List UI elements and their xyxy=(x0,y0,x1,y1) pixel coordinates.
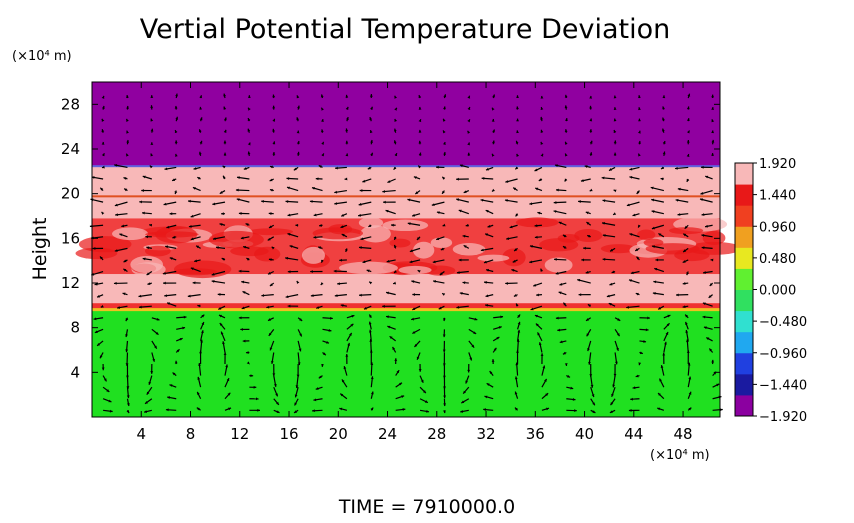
band-mottle xyxy=(646,243,700,254)
band-mottle xyxy=(539,238,578,251)
colorbar-tick-label: 0.960 xyxy=(759,220,796,235)
band-mottle xyxy=(453,243,486,255)
y-tick-label: 16 xyxy=(61,229,80,247)
colorbar-tick-label: 1.440 xyxy=(759,189,796,204)
y-unit-label: (×10⁴ m) xyxy=(12,49,72,64)
band-mottle xyxy=(478,255,510,262)
x-tick-label: 24 xyxy=(378,425,397,443)
colorbar-swatch xyxy=(735,332,753,354)
colorbar-swatch xyxy=(735,184,753,206)
x-unit-label: (×10⁴ m) xyxy=(650,448,710,463)
colorbar-swatch xyxy=(735,205,753,227)
band-mottle xyxy=(339,262,398,275)
band-edge-red xyxy=(92,195,720,197)
colorbar-swatch xyxy=(735,290,753,312)
colorbar: 1.920 1.440 0.960 0.480 0.000 −0.480 −0.960 −1.… xyxy=(735,157,807,425)
band-mottle xyxy=(399,266,432,274)
colorbar-tick-label: −0.960 xyxy=(759,347,807,362)
colorbar-tick-label: −1.440 xyxy=(759,378,807,393)
colorbar-swatch xyxy=(735,311,753,333)
y-tick-label: 28 xyxy=(61,95,80,113)
x-tick-label: 44 xyxy=(624,425,643,443)
x-tick-label: 20 xyxy=(329,425,348,443)
region-band-0 xyxy=(92,310,720,417)
x-tick-label: 12 xyxy=(230,425,249,443)
y-tick-label: 24 xyxy=(61,140,80,158)
time-label: TIME = 7910000.0 xyxy=(338,496,515,518)
x-tick-label: 16 xyxy=(279,425,298,443)
x-tick-label: 28 xyxy=(427,425,446,443)
band-mottle xyxy=(431,237,452,248)
colorbar-tick-label: −0.480 xyxy=(759,315,807,330)
band-mottle xyxy=(637,230,655,240)
band-mottle xyxy=(209,231,264,248)
x-tick-label: 8 xyxy=(186,425,196,443)
colorbar-swatch xyxy=(735,374,753,396)
region-band-2 xyxy=(92,274,720,303)
x-tick-label: 48 xyxy=(674,425,693,443)
colorbar-swatch xyxy=(735,268,753,290)
band-mottle xyxy=(155,226,197,244)
colorbar-tick-label: −1.920 xyxy=(759,410,807,425)
x-tick-label: 36 xyxy=(526,425,545,443)
colorbar-tick-label: 1.920 xyxy=(759,157,796,172)
band-mottle xyxy=(112,227,148,240)
band-mottle xyxy=(382,220,428,232)
x-tick-label: 4 xyxy=(136,425,146,443)
colorbar-tick-label: 0.480 xyxy=(759,252,796,267)
colorbar-swatch xyxy=(735,353,753,375)
y-tick-label: 8 xyxy=(70,319,80,337)
region-band-5 xyxy=(92,82,720,166)
band-mottle xyxy=(254,247,280,262)
y-axis-label: Height xyxy=(29,218,51,281)
region-band-4 xyxy=(92,166,720,218)
y-tick-label: 4 xyxy=(70,363,80,381)
band-edge-blue xyxy=(92,165,720,167)
x-tick-label: 40 xyxy=(575,425,594,443)
x-tick-label: 32 xyxy=(476,425,495,443)
y-tick-label: 12 xyxy=(61,274,80,292)
colorbar-swatch xyxy=(735,226,753,248)
band-mottle xyxy=(328,224,352,234)
band-mottle xyxy=(389,239,410,248)
colorbar-swatch xyxy=(735,247,753,269)
colorbar-tick-label: 0.000 xyxy=(759,284,796,299)
y-tick-label: 20 xyxy=(61,185,80,203)
colorbar-swatch xyxy=(735,395,753,417)
band-edge-yellow xyxy=(92,308,720,311)
colorbar-swatch xyxy=(735,163,753,185)
chart-title: Vertial Potential Temperature Deviation xyxy=(140,14,670,45)
